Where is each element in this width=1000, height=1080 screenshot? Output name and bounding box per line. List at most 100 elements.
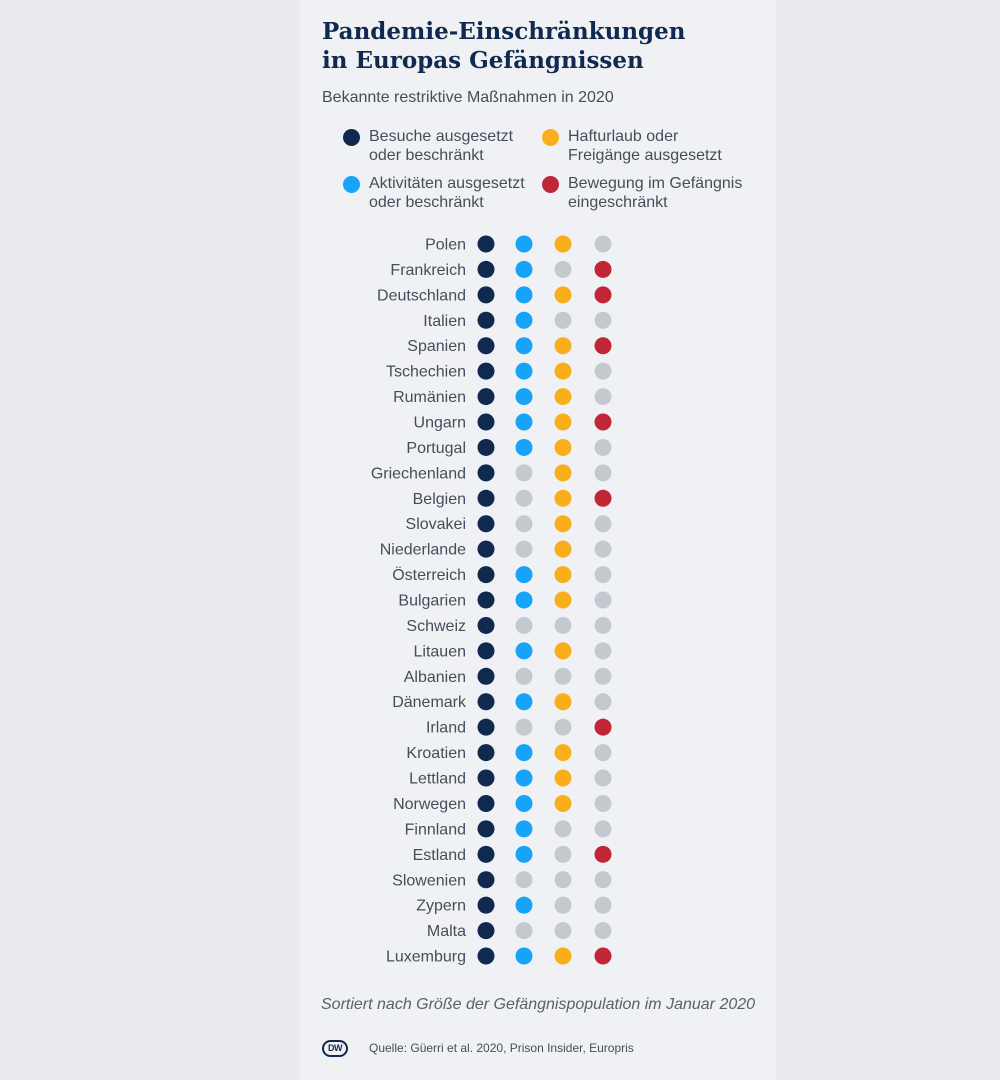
dot-finnland-bewegung [594,820,612,838]
row-label-irland: Irland [426,720,466,737]
legend-label-hafturlaub-line-2: Freigänge ausgesetzt [568,147,722,164]
dot-frankreich-besuche [477,260,495,278]
dot-litauen-bewegung [594,642,612,660]
dot-schweiz-bewegung [594,616,612,634]
dot-luxemburg-hafturlaub [554,947,572,965]
dot-bulgarien-bewegung [594,591,612,609]
row-label-niederlande: Niederlande [380,542,466,559]
dot-malta-hafturlaub [554,922,572,940]
row-label-belgien: Belgien [413,491,466,508]
dot-irland-hafturlaub [554,718,572,736]
row-label-portugal: Portugal [406,440,466,457]
dot-estland-hafturlaub [554,845,572,863]
chart-subtitle: Bekannte restriktive Maßnahmen in 2020 [322,89,614,106]
row-label-norwegen: Norwegen [393,796,466,813]
dot-italien-aktivitaeten [515,311,533,329]
dot-albanien-hafturlaub [554,667,572,685]
dot-polen-besuche [477,235,495,253]
dot-norwegen-bewegung [594,794,612,812]
dot-belgien-besuche [477,489,495,507]
dot-polen-hafturlaub [554,235,572,253]
dot-rumänien-bewegung [594,388,612,406]
dot-niederlande-hafturlaub [554,540,572,558]
dot-norwegen-aktivitaeten [515,794,533,812]
dot-malta-aktivitaeten [515,922,533,940]
dot-luxemburg-bewegung [594,947,612,965]
dot-deutschland-besuche [477,286,495,304]
row-label-dänemark: Dänemark [392,694,467,711]
dot-zypern-aktivitaeten [515,896,533,914]
dot-österreich-bewegung [594,566,612,584]
dot-luxemburg-aktivitaeten [515,947,533,965]
chart-title: Pandemie-Einschränkungen in Europas Gefä… [322,17,762,75]
dot-albanien-aktivitaeten [515,667,533,685]
legend-label-aktivitaeten-line-2: oder beschränkt [369,194,484,211]
dot-tschechien-besuche [477,362,495,380]
dot-bulgarien-hafturlaub [554,591,572,609]
dot-portugal-hafturlaub [554,438,572,456]
dot-spanien-bewegung [594,337,612,355]
row-label-schweiz: Schweiz [406,618,466,635]
dot-frankreich-hafturlaub [554,260,572,278]
row-label-frankreich: Frankreich [390,262,466,279]
dot-albanien-besuche [477,667,495,685]
dot-dänemark-aktivitaeten [515,693,533,711]
row-label-zypern: Zypern [416,898,466,915]
dot-rumänien-aktivitaeten [515,388,533,406]
legend-dot-aktivitaeten [343,176,360,193]
dot-kroatien-bewegung [594,744,612,762]
dot-ungarn-aktivitaeten [515,413,533,431]
row-label-bulgarien: Bulgarien [398,593,466,610]
row-label-spanien: Spanien [407,338,466,355]
dot-griechenland-besuche [477,464,495,482]
dot-slovakei-bewegung [594,515,612,533]
legend-dot-hafturlaub [542,129,559,146]
dot-rumänien-besuche [477,388,495,406]
row-label-griechenland: Griechenland [371,465,466,482]
row-label-malta: Malta [427,923,466,940]
dot-niederlande-aktivitaeten [515,540,533,558]
dot-belgien-bewegung [594,489,612,507]
dot-irland-besuche [477,718,495,736]
dot-estland-bewegung [594,845,612,863]
dw-logo: DW [322,1040,348,1057]
dot-spanien-besuche [477,337,495,355]
dot-frankreich-bewegung [594,260,612,278]
legend-label-bewegung: Bewegung im Gefängnis eingeschränkt [568,174,768,212]
dot-litauen-besuche [477,642,495,660]
dot-litauen-aktivitaeten [515,642,533,660]
legend-label-aktivitaeten-line-1: Aktivitäten ausgesetzt [369,175,525,192]
dot-portugal-bewegung [594,438,612,456]
dot-italien-bewegung [594,311,612,329]
dot-slowenien-aktivitaeten [515,871,533,889]
dot-slowenien-hafturlaub [554,871,572,889]
legend-dot-besuche [343,129,360,146]
legend-label-hafturlaub-line-1: Hafturlaub oder [568,128,679,145]
row-label-österreich: Österreich [392,566,466,584]
source-note: Quelle: Güerri et al. 2020, Prison Insid… [369,1041,634,1055]
row-label-rumänien: Rumänien [393,389,466,406]
dot-tschechien-hafturlaub [554,362,572,380]
dot-slovakei-hafturlaub [554,515,572,533]
dot-dänemark-hafturlaub [554,693,572,711]
dot-polen-aktivitaeten [515,235,533,253]
row-label-luxemburg: Luxemburg [386,949,466,966]
row-label-ungarn: Ungarn [414,415,466,432]
legend-label-aktivitaeten: Aktivitäten ausgesetzt oder beschränkt [369,174,569,212]
row-label-kroatien: Kroatien [406,745,466,762]
row-label-italien: Italien [423,313,466,330]
row-label-albanien: Albanien [404,669,466,686]
dot-ungarn-besuche [477,413,495,431]
dot-tschechien-aktivitaeten [515,362,533,380]
row-label-estland: Estland [413,847,466,864]
dot-ungarn-hafturlaub [554,413,572,431]
dot-estland-aktivitaeten [515,845,533,863]
dot-griechenland-hafturlaub [554,464,572,482]
dot-albanien-bewegung [594,667,612,685]
dot-kroatien-aktivitaeten [515,744,533,762]
dot-griechenland-aktivitaeten [515,464,533,482]
dot-lettland-hafturlaub [554,769,572,787]
dot-litauen-hafturlaub [554,642,572,660]
dot-estland-besuche [477,845,495,863]
dot-lettland-bewegung [594,769,612,787]
